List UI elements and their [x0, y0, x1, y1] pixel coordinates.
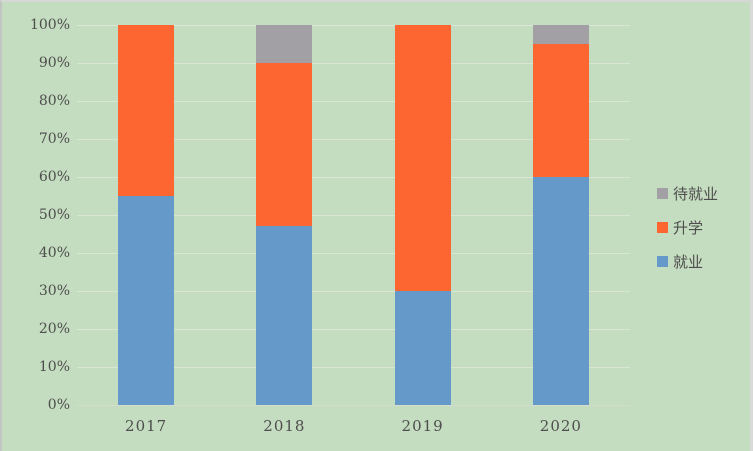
bar-segment-jiuye [256, 226, 313, 405]
y-axis-tick-label: 20% [38, 321, 70, 337]
stacked-bar-2020 [532, 25, 589, 405]
bar-segment-daijiuye [256, 25, 313, 64]
y-axis-tick-label: 90% [38, 55, 70, 71]
legend-label: 待就业 [673, 185, 719, 203]
gridline [77, 63, 630, 64]
gridline [77, 329, 630, 330]
gridline [77, 367, 630, 368]
x-axis-tick-label: 2019 [401, 417, 444, 435]
y-axis-tick-label: 10% [38, 359, 70, 375]
legend-swatch-icon [657, 188, 668, 199]
legend-label: 升学 [673, 219, 704, 237]
legend-item-daijiuye: 待就业 [657, 183, 749, 204]
stacked-bar-2018 [256, 25, 313, 405]
legend: 待就业 升学 就业 [657, 183, 749, 285]
y-axis-tick-label: 70% [38, 131, 70, 147]
bar-segment-daijiuye [532, 25, 589, 44]
stacked-bar-2017 [118, 25, 175, 405]
legend-swatch-icon [657, 222, 668, 233]
bar-column-2018 [215, 25, 353, 405]
legend-item-jiuye: 就业 [657, 251, 749, 272]
legend-label: 就业 [673, 253, 704, 271]
bar-segment-jiuye [532, 177, 589, 405]
legend-item-shengxue: 升学 [657, 217, 749, 238]
gridline [77, 101, 630, 102]
gridline [77, 177, 630, 178]
x-axis-tick-label: 2017 [125, 417, 168, 435]
x-axis-line [77, 405, 630, 406]
plot-area [77, 25, 630, 406]
bar-column-2020 [492, 25, 630, 405]
y-axis-tick-label: 60% [38, 169, 70, 185]
gridline [77, 139, 630, 140]
x-axis-tick-label: 2020 [539, 417, 582, 435]
bar-segment-jiuye [394, 291, 451, 405]
bar-segment-shengxue [118, 25, 175, 196]
y-axis-tick-label: 80% [38, 93, 70, 109]
y-axis-tick-label: 30% [38, 283, 70, 299]
y-axis-tick-label: 100% [29, 17, 70, 33]
bar-segment-jiuye [118, 196, 175, 405]
bar-segment-shengxue [256, 63, 313, 227]
bar-column-2019 [354, 25, 492, 405]
y-axis-tick-label: 40% [38, 245, 70, 261]
bar-segment-shengxue [532, 44, 589, 177]
gridline [77, 291, 630, 292]
gridline [77, 253, 630, 254]
x-axis-tick-label: 2018 [263, 417, 306, 435]
gridline [77, 215, 630, 216]
y-axis-tick-label: 50% [38, 207, 70, 223]
bar-segment-shengxue [394, 25, 451, 291]
bar-column-2017 [77, 25, 215, 405]
y-axis-tick-label: 0% [47, 397, 70, 413]
gridline [77, 25, 630, 26]
stacked-bar-2019 [394, 25, 451, 405]
legend-swatch-icon [657, 256, 668, 267]
